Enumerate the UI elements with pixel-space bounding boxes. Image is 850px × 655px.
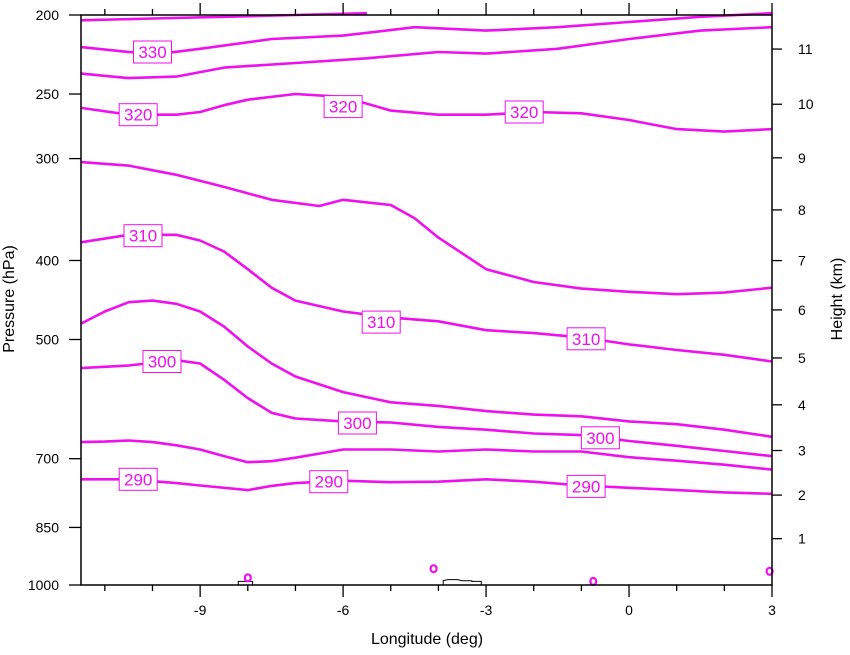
pressure-tick-label-4: 500 [36, 332, 60, 348]
y-axis-left-label: Pressure (hPa) [1, 245, 18, 353]
contour-layer [80, 11, 773, 496]
terrain-outline-1 [442, 579, 482, 585]
contour-line-300-7 [80, 358, 773, 458]
height-tick-label-3: 4 [798, 397, 806, 413]
terrain-layer [237, 579, 482, 585]
contour-label-9: 300 [586, 429, 614, 448]
x-axis-label: Longitude (deg) [371, 631, 483, 648]
contour-label-box-5 [361, 310, 401, 334]
contour-label-layer: 330 320 320 320 310 310 310 300 300 300 290 290 290 [118, 40, 620, 498]
height-tick-label-0: 1 [798, 531, 806, 547]
small-contour-feature-2 [589, 576, 598, 587]
pressure-tick-label-6: 850 [36, 519, 60, 535]
x-tick-label-3: 0 [625, 602, 633, 618]
contour-label-box-1 [118, 103, 158, 127]
contour-label-box-7 [142, 350, 182, 373]
plot-frame [80, 14, 773, 586]
pressure-tick-label-0: 200 [36, 7, 60, 23]
contour-label-8: 300 [343, 414, 371, 433]
contour-label-box-11 [309, 470, 349, 494]
contour-label-11: 290 [315, 473, 343, 492]
axis-layer: -9 -6 -3 0 3 200 250 300 400 500 700 850 1000 1 2 3 4 5 6 7… [28, 3, 814, 618]
y-axis-right-label: Height (km) [829, 258, 846, 341]
contour-label-box-6 [566, 327, 606, 351]
contour-label-box-4 [123, 224, 163, 248]
contour-label-box-8 [337, 411, 377, 435]
contour-label-3: 320 [510, 103, 538, 122]
x-tick-label-4: 3 [768, 602, 776, 618]
contour-label-6: 310 [572, 330, 600, 349]
height-tick-label-10: 11 [798, 41, 813, 57]
contour-line-320-3 [80, 92, 773, 133]
contour-label-10: 290 [124, 470, 152, 489]
pressure-tick-label-1: 250 [36, 86, 60, 102]
height-tick-label-9: 10 [798, 96, 814, 112]
contour-line-305-6 [80, 299, 773, 439]
height-tick-label-6: 7 [798, 253, 806, 269]
pressure-tick-label-5: 700 [36, 451, 60, 467]
contour-label-2: 320 [329, 98, 357, 117]
height-tick-label-8: 9 [798, 150, 806, 166]
contour-label-box-0 [133, 40, 172, 64]
height-tick-label-5: 6 [798, 302, 806, 318]
small-contour-feature-1 [429, 564, 438, 574]
contour-line-290-9 [81, 478, 773, 496]
contour-label-12: 290 [572, 477, 600, 496]
height-tick-label-2: 3 [798, 443, 806, 459]
contour-label-1: 320 [124, 106, 152, 125]
x-tick-label-1: -6 [337, 602, 350, 618]
contour-line-325-2 [80, 25, 773, 80]
x-tick-label-0: -9 [194, 602, 207, 618]
contour-label-box-3 [504, 100, 544, 124]
contour-label-box-9 [580, 426, 620, 450]
contour-label-4: 310 [129, 227, 157, 246]
height-tick-label-7: 8 [798, 202, 806, 218]
height-tick-label-4: 5 [798, 350, 806, 366]
pressure-tick-label-3: 400 [36, 252, 60, 268]
contour-line-295-8 [80, 439, 773, 471]
pressure-tick-label-7: 1000 [28, 577, 59, 593]
contour-line-310-5 [80, 233, 773, 363]
small-contour-features [243, 564, 774, 587]
contour-label-box-2 [323, 95, 363, 119]
pressure-tick-label-2: 300 [36, 151, 60, 167]
contour-label-5: 310 [367, 313, 395, 332]
contour-label-box-10 [118, 467, 158, 491]
height-tick-label-1: 2 [798, 487, 806, 503]
contour-line-315-4 [80, 160, 773, 296]
x-tick-label-2: -3 [480, 602, 493, 618]
contour-label-0: 330 [138, 43, 166, 62]
contour-label-box-12 [566, 474, 606, 498]
small-contour-feature-0 [243, 573, 252, 583]
contour-label-7: 300 [148, 353, 176, 372]
